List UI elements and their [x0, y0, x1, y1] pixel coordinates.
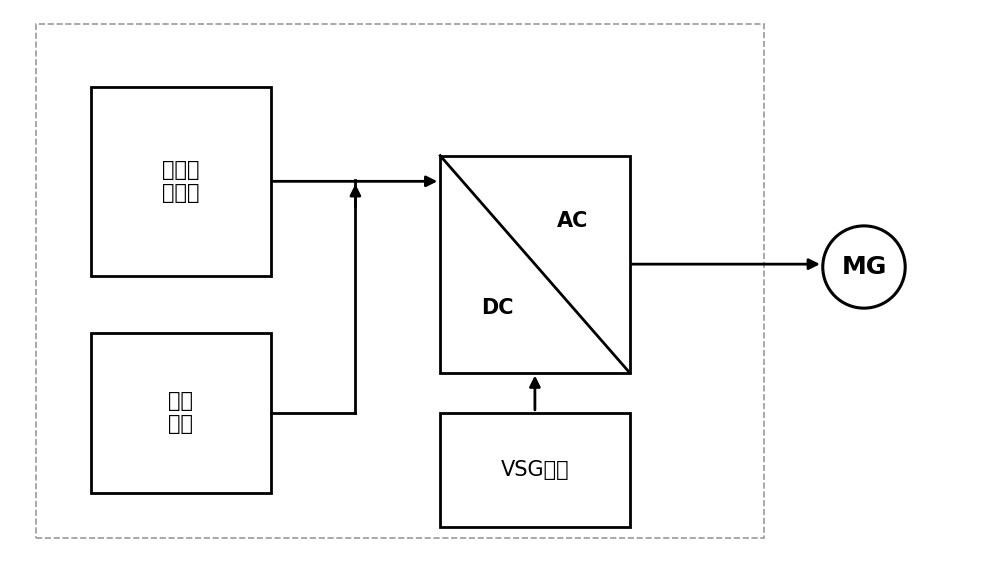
Bar [36, 24, 764, 538]
Text: 储能
装置: 储能 装置 [168, 391, 193, 435]
Text: DC: DC [481, 297, 513, 317]
Text: 光伏发
电系统: 光伏发 电系统 [162, 160, 200, 203]
Ellipse shape [823, 226, 905, 308]
Bar [91, 333, 271, 492]
Text: MG: MG [841, 255, 887, 279]
Text: AC: AC [557, 211, 588, 231]
Text: VSG算法: VSG算法 [501, 460, 569, 480]
Bar [440, 156, 630, 373]
Bar [440, 413, 630, 527]
Bar [91, 87, 271, 276]
